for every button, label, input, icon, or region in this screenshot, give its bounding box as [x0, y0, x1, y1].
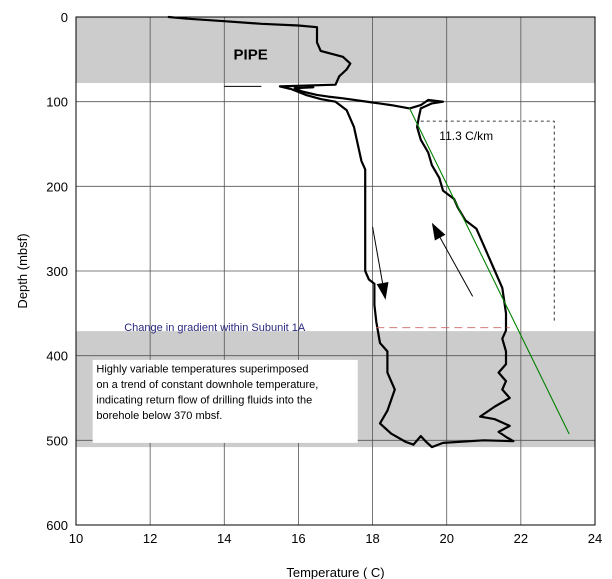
- gradient-bracket: [420, 120, 555, 322]
- note-line: on a trend of constant downhole temperat…: [96, 379, 318, 391]
- gradient-label: 11.3 C/km: [439, 129, 493, 143]
- note-box: [92, 359, 358, 443]
- note-line: indicating return flow of drilling fluid…: [96, 395, 312, 407]
- x-tick-label: 10: [69, 531, 83, 546]
- pipe-label: PIPE: [234, 46, 268, 63]
- grid: [75, 16, 596, 526]
- y-tick-label: 100: [46, 95, 68, 110]
- shaded-band: [76, 17, 595, 84]
- x-tick-label: 20: [439, 531, 453, 546]
- x-tick-label: 12: [143, 531, 157, 546]
- annotation-layer: PIPE 11.3 C/km Change in gradient within…: [92, 46, 555, 443]
- note-line: Highly variable temperatures superimpose…: [96, 364, 308, 376]
- y-tick-label: 600: [46, 518, 68, 533]
- y-tick-label: 200: [46, 179, 68, 194]
- up-arrow: [431, 222, 474, 297]
- series-gradient-fit: [409, 107, 570, 435]
- x-tick-label: 18: [365, 531, 379, 546]
- x-tick-label: 22: [514, 531, 528, 546]
- series-uphole: [293, 86, 515, 449]
- y-tick-label: 0: [61, 10, 68, 25]
- series-downhole: [167, 15, 415, 446]
- y-tick-label: 300: [46, 264, 68, 279]
- note-line: borehole below 370 mbsf.: [96, 410, 222, 422]
- x-tick-label: 24: [588, 531, 602, 546]
- series-layer: [167, 15, 570, 449]
- y-tick-labels: 0 100 200 300 400 500 600: [46, 10, 68, 533]
- change-in-gradient-label: Change in gradient within Subunit 1A: [124, 322, 306, 334]
- down-arrow: [372, 226, 389, 300]
- y-tick-label: 400: [46, 349, 68, 364]
- y-tick-label: 500: [46, 433, 68, 448]
- x-axis-label: Temperature ( C): [286, 565, 384, 579]
- plot-frame: [75, 16, 596, 526]
- y-axis-label: Depth (mbsf): [15, 233, 30, 308]
- x-tick-label: 16: [291, 531, 305, 546]
- x-tick-label: 14: [217, 531, 231, 546]
- x-tick-labels: 10 12 14 16 18 20 22 24: [69, 531, 602, 546]
